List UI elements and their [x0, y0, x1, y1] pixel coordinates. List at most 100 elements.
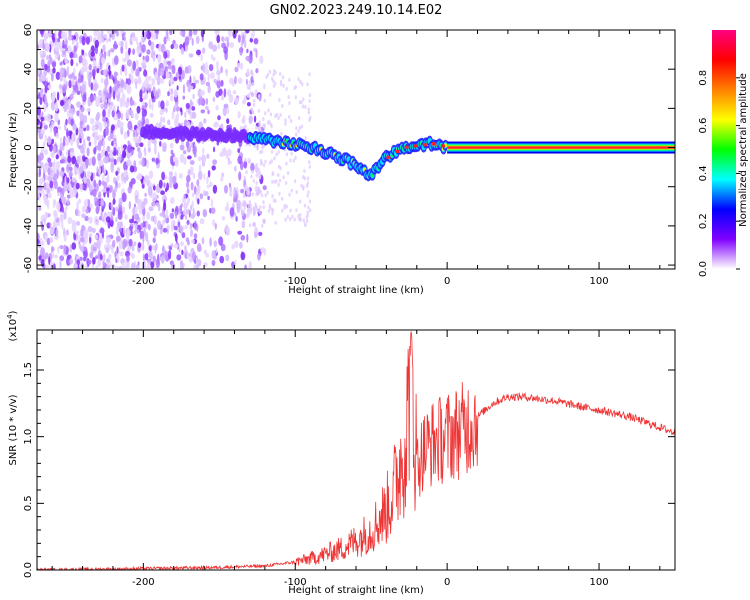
noise-speck [98, 62, 101, 68]
x-tick-label: -200 [132, 577, 155, 588]
noise-speck [184, 66, 189, 74]
noise-speck [206, 184, 210, 189]
noise-speck [162, 227, 168, 233]
noise-speck [164, 250, 169, 260]
noise-speck [212, 184, 218, 194]
noise-speck [166, 182, 170, 191]
noise-speck [234, 165, 237, 172]
noise-speck [191, 111, 197, 119]
noise-speck [237, 155, 243, 165]
noise-speck [86, 107, 91, 112]
noise-speck [288, 101, 291, 106]
snr-background [37, 330, 675, 570]
noise-speck [129, 218, 134, 224]
noise-speck [95, 255, 98, 260]
noise-speck [170, 262, 176, 269]
noise-speck [300, 124, 304, 129]
noise-speck [213, 146, 216, 153]
noise-speck [59, 73, 63, 82]
noise-speck [173, 43, 179, 50]
noise-speck [72, 38, 75, 46]
noise-speck [295, 132, 298, 137]
noise-speck [60, 145, 65, 151]
noise-speck [171, 208, 175, 213]
noise-speck [78, 72, 81, 79]
noise-speck [169, 212, 175, 219]
noise-speck [212, 56, 216, 61]
ridge-peak [395, 149, 400, 153]
noise-speck [236, 62, 241, 69]
noise-speck [76, 41, 79, 49]
noise-speck [255, 181, 258, 186]
noise-speck [179, 31, 184, 36]
noise-speck [43, 220, 47, 226]
noise-speck [271, 172, 274, 177]
noise-speck [254, 226, 258, 233]
noise-speck [120, 45, 124, 54]
noise-speck [211, 259, 216, 266]
spectrogram-noise [37, 30, 312, 269]
noise-speck [150, 41, 155, 51]
noise-speck [246, 102, 251, 107]
noise-speck [208, 64, 214, 72]
noise-speck [258, 210, 261, 215]
noise-speck [206, 153, 210, 159]
noise-speck [108, 104, 112, 114]
noise-speck [99, 52, 103, 58]
noise-speck [227, 148, 232, 157]
noise-speck [257, 108, 260, 113]
noise-speck [190, 213, 195, 219]
noise-speck [251, 72, 254, 77]
noise-speck [137, 76, 142, 85]
noise-speck [216, 79, 222, 89]
noise-speck [308, 160, 311, 165]
noise-speck [120, 40, 124, 48]
noise-speck [260, 193, 264, 198]
noise-speck [298, 213, 302, 217]
noise-speck [297, 77, 300, 82]
noise-speck [167, 64, 172, 70]
noise-speck [132, 207, 136, 216]
noise-speck [146, 239, 150, 247]
noise-speck [101, 180, 106, 186]
noise-speck [210, 207, 216, 215]
noise-speck [166, 30, 169, 40]
noise-speck [78, 55, 83, 64]
noise-speck [274, 70, 277, 75]
noise-speck [102, 116, 107, 123]
noise-speck [168, 175, 174, 182]
noise-speck [79, 256, 83, 261]
noise-speck [47, 84, 52, 89]
noise-speck [269, 92, 272, 97]
noise-speck [101, 93, 105, 102]
noise-speck [196, 210, 200, 217]
noise-speck [180, 260, 184, 269]
noise-speck [252, 81, 255, 86]
noise-speck [46, 113, 52, 123]
noise-speck [43, 103, 47, 113]
noise-speck [53, 173, 59, 181]
noise-speck [289, 158, 292, 163]
noise-speck [203, 118, 207, 124]
noise-speck [303, 222, 307, 226]
noise-speck [207, 84, 211, 94]
noise-speck [277, 150, 280, 155]
noise-speck [71, 90, 76, 96]
noise-speck [260, 247, 265, 253]
noise-speck [63, 210, 67, 220]
noise-speck [88, 184, 93, 192]
snr-multiplier: (x104) [6, 310, 19, 341]
noise-speck [63, 234, 67, 242]
noise-speck [179, 204, 183, 214]
noise-speck [54, 112, 59, 123]
noise-speck [174, 157, 179, 168]
noise-speck [245, 78, 248, 85]
noise-speck [82, 94, 87, 103]
noise-speck [120, 30, 124, 35]
noise-speck [280, 196, 284, 201]
noise-speck [212, 219, 216, 227]
noise-speck [165, 70, 170, 79]
noise-speck [129, 165, 135, 173]
noise-speck [158, 100, 161, 108]
noise-speck [189, 160, 195, 165]
